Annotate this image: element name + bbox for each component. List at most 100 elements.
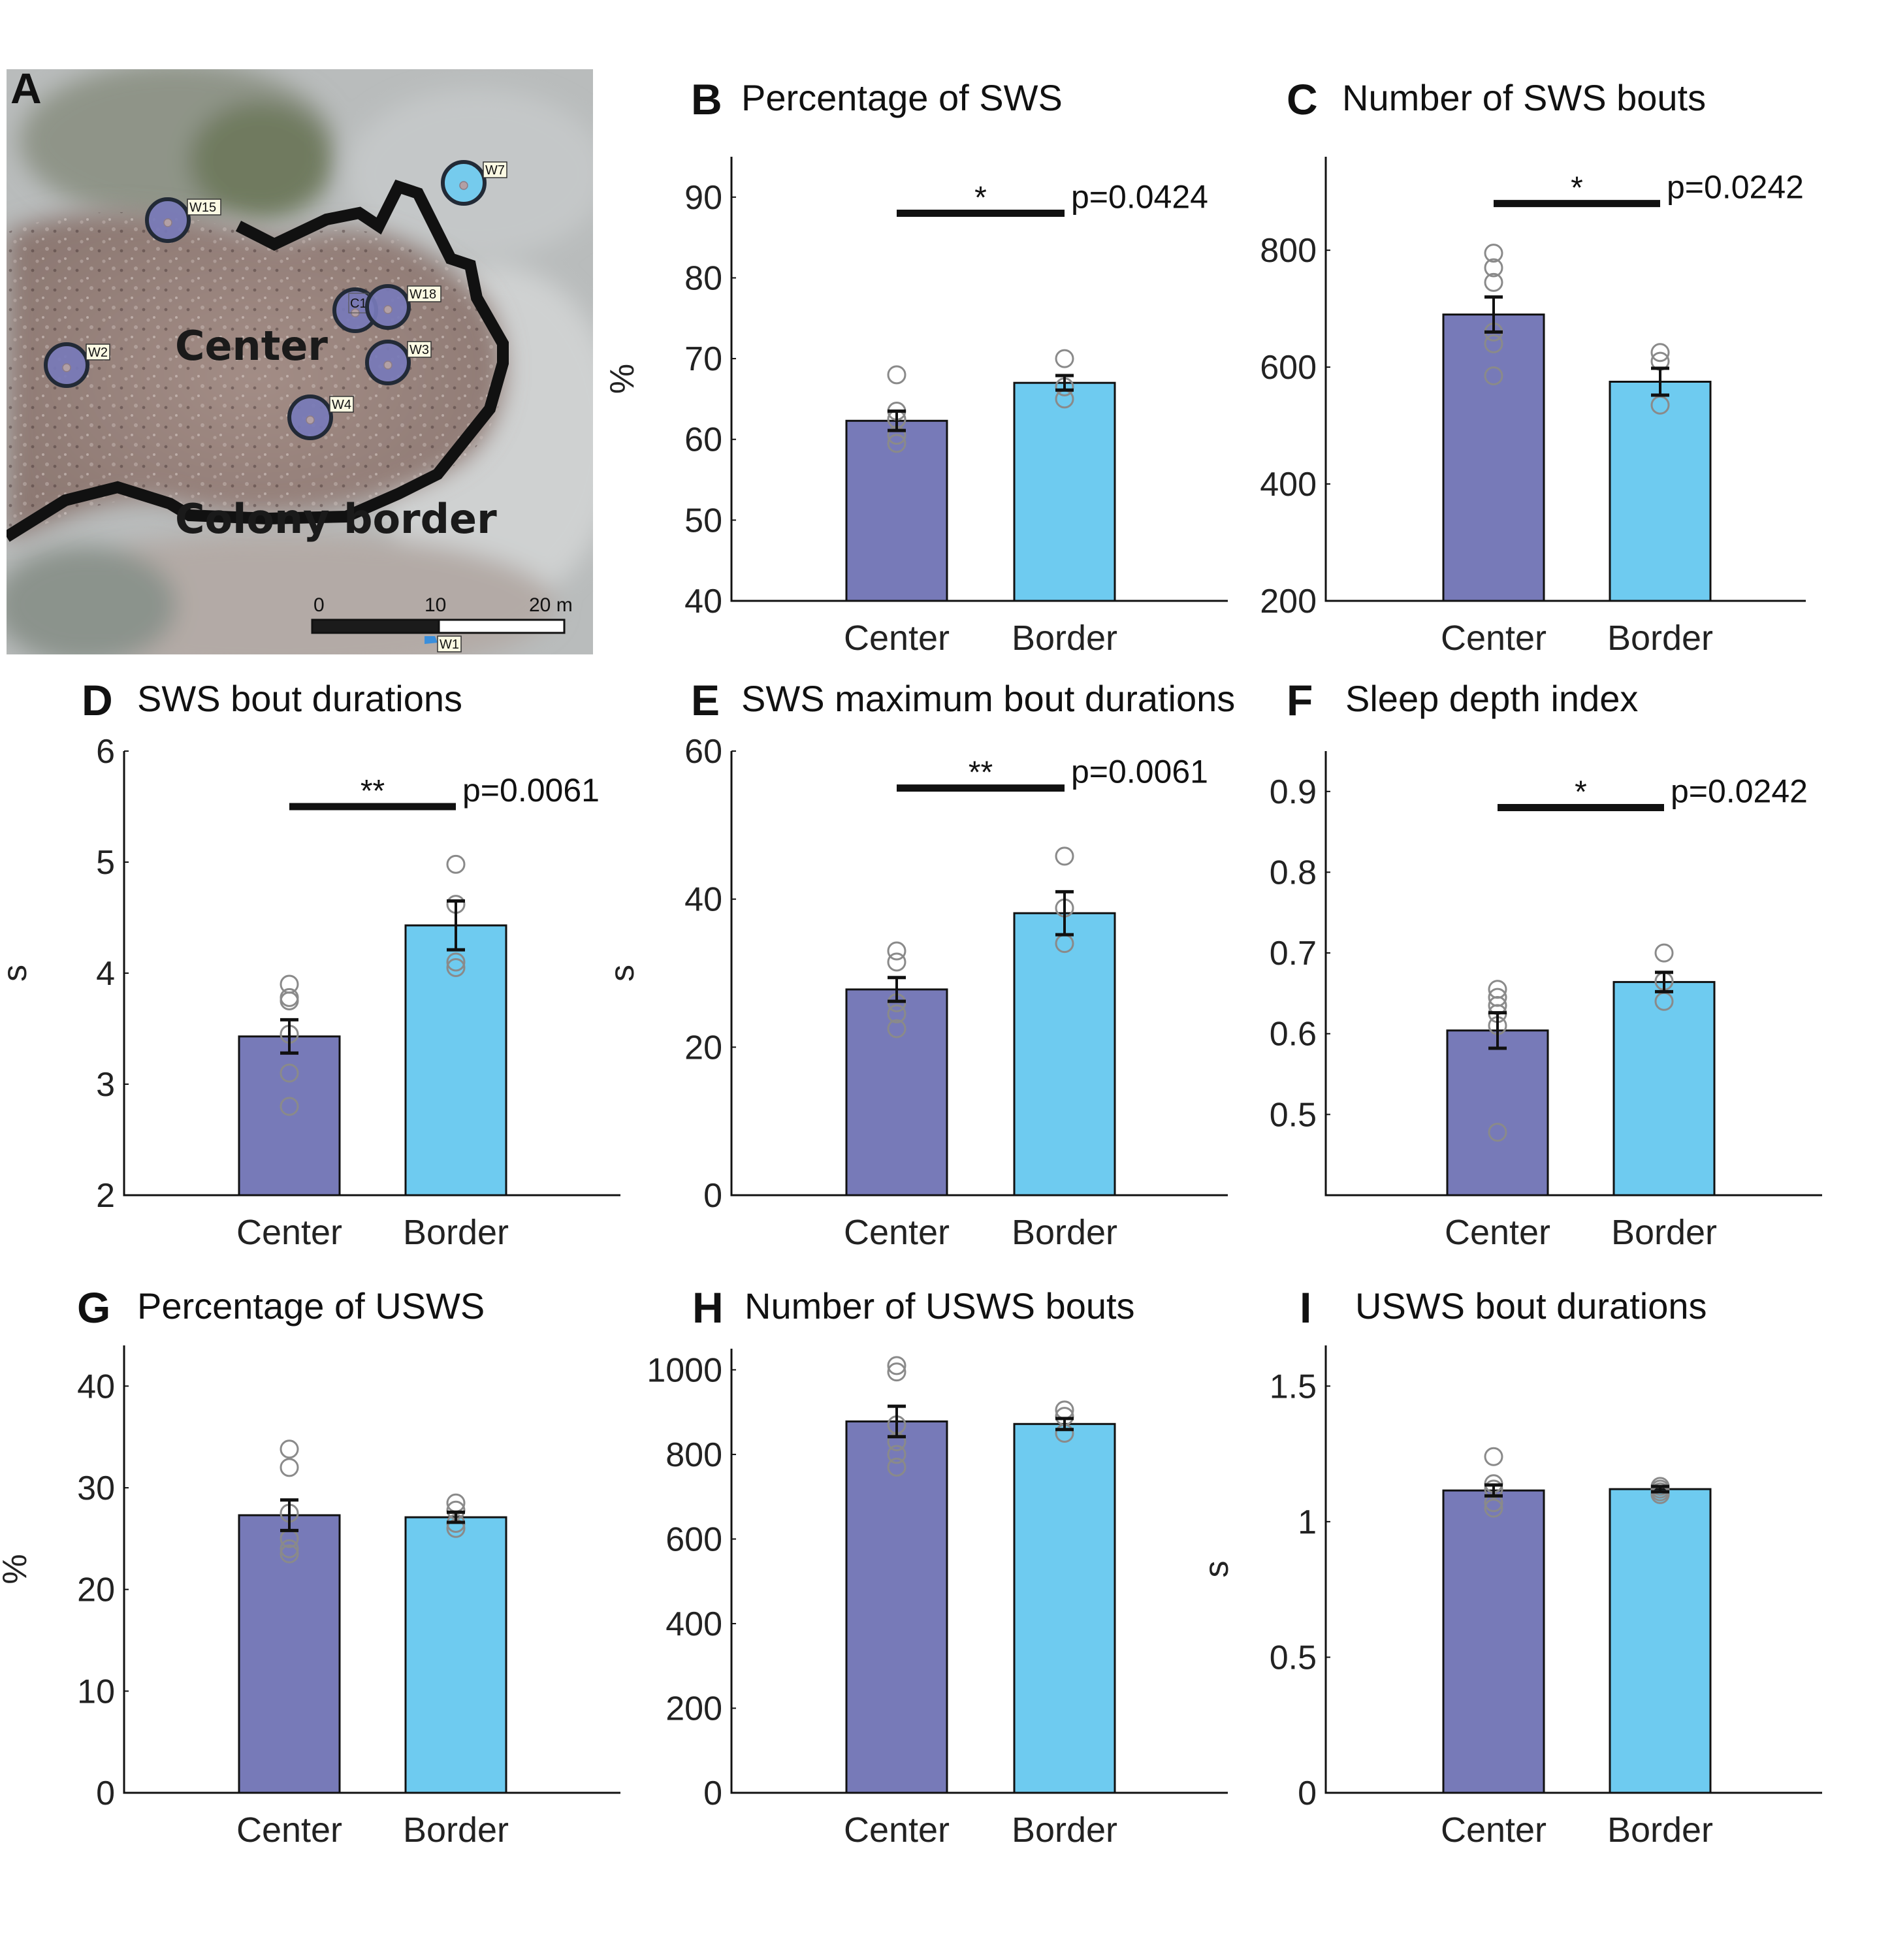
panel-h: H Number of USWS bouts 0 200 400 600 800 1000 Ce… [647,1283,1228,1850]
scale-bar: 0 10 20 m [311,594,573,634]
x-tick-label-border: Border [1012,619,1117,658]
p-value-label: p=0.0424 [1071,179,1208,216]
y-tick-label: 40 [684,583,722,620]
data-point-border [446,952,466,972]
data-point-center [887,1019,906,1038]
marker-center-dot [306,415,315,425]
x-tick-label-border: Border [1607,619,1713,658]
marker-center-dot [459,181,468,190]
bar-border [1609,1488,1712,1794]
data-point-center [887,1445,906,1464]
data-point-center [1484,1498,1503,1518]
error-bar-border [1655,971,1673,993]
y-tick-label: 800 [665,1436,722,1474]
panel-letter-f: F [1287,676,1313,724]
y-axis-label: s [603,965,641,982]
panel-title-e: SWS maximum bout durations [741,678,1235,719]
panel-title-d: SWS bout durations [137,678,462,719]
marker-tag-label: W4 [332,398,351,412]
data-point-border [1055,349,1074,368]
data-point-center [280,1458,299,1477]
panel-title-g: Percentage of USWS [137,1285,485,1326]
data-point-center [887,1362,906,1382]
y-tick-label: 200 [665,1690,722,1727]
panel-title-c: Number of SWS bouts [1342,77,1706,118]
y-tick-label: 40 [684,881,722,919]
scale-label-10: 10 [425,594,446,616]
panel-letter-e: E [691,676,720,724]
data-point-center [1488,1123,1507,1142]
p-value-label: p=0.0242 [1667,169,1804,206]
y-axis-label: s [1198,1561,1236,1578]
data-point-border [1650,343,1670,362]
y-tick-label: 600 [665,1520,722,1558]
y-tick-label: 0 [1298,1775,1317,1812]
marker-center-dot [383,305,393,314]
panel-e: E SWS maximum bout durations 0 20 40 60 Center… [603,676,1235,1252]
panel-g: G Percentage of USWS 0 10 20 30 40 Center Border… [0,1283,620,1850]
data-point-center [280,1063,299,1083]
data-point-center [1484,244,1503,263]
y-tick-label: 3 [96,1066,115,1104]
error-bar-center [1484,295,1503,334]
bar-border [1013,912,1116,1197]
significance-stars: * [974,181,987,216]
data-point-center [887,434,906,453]
marker-tag-label: W1 [440,637,459,652]
error-bar-center [888,409,906,432]
data-point-center [1484,1479,1503,1499]
colony-border-label: Colony border [175,495,497,543]
panel-d: D SWS bout durations 2 3 4 5 6 Center Border s ** p… [0,676,620,1252]
y-tick-label: 400 [1260,466,1317,504]
y-tick-label: 0 [703,1177,722,1215]
data-point-center [280,974,299,994]
x-tick-label-border: Border [1012,1213,1117,1252]
x-tick-label-border: Border [1012,1810,1117,1850]
error-bar-center [280,1498,298,1532]
panel-letter-h: H [692,1283,724,1332]
panel-title-i: USWS bout durations [1355,1285,1707,1326]
marker-tag-label: W15 [189,201,216,215]
x-tick-label-center: Center [236,1810,342,1850]
y-tick-label: 0.7 [1270,935,1317,972]
error-bar-border [1055,890,1074,937]
panel-title-f: Sleep depth index [1345,678,1638,719]
data-point-center [1484,1447,1503,1466]
sensor-marker-w15: W15 [145,197,221,243]
data-point-center [1484,366,1503,386]
bar-border [404,924,507,1197]
flag-icon [425,636,438,644]
x-tick-label-center: Center [1441,1810,1547,1850]
bar-border [1013,1422,1116,1794]
data-point-center [280,1544,299,1564]
y-tick-label: 60 [684,421,722,459]
y-axis-label: s [0,965,34,982]
y-tick-label: 20 [77,1571,115,1609]
x-tick-label-border: Border [403,1213,509,1252]
y-tick-label: 0.5 [1270,1639,1317,1677]
panel-title-h: Number of USWS bouts [745,1285,1135,1326]
y-tick-label: 0.6 [1270,1016,1317,1053]
scale-label-20m: 20 m [529,594,573,616]
y-tick-label: 5 [96,844,115,882]
panel-f: F Sleep depth index 0.5 0.6 0.7 0.8 0.9 Center B… [1270,676,1822,1252]
marker-tag-label: W18 [409,287,436,302]
x-tick-label-center: Center [1441,619,1547,658]
y-tick-label: 1 [1298,1503,1317,1541]
significance-stars: * [1575,775,1587,810]
x-tick-label-center: Center [844,1213,950,1252]
panel-letter-d: D [82,676,113,724]
marker-layer: W15 W2 C1 W18 W3 W4 W7 W1 [44,160,507,652]
sensor-marker-w4: W4 [287,394,354,440]
x-tick-label-center: Center [1445,1213,1550,1252]
x-tick-label-center: Center [844,1810,950,1850]
panel-letter-c: C [1287,75,1318,123]
y-tick-label: 4 [96,955,115,993]
data-point-center [887,1004,906,1023]
error-bar-center [888,1404,906,1439]
colony-map: W15 W2 C1 W18 W3 W4 W7 W1 Center Colony border … [7,69,593,654]
sensor-marker-w1: W1 [425,635,462,652]
p-value-label: p=0.0242 [1671,773,1808,810]
marker-tag-label: W2 [88,345,108,360]
sensor-marker-w18: W18 [365,284,441,330]
